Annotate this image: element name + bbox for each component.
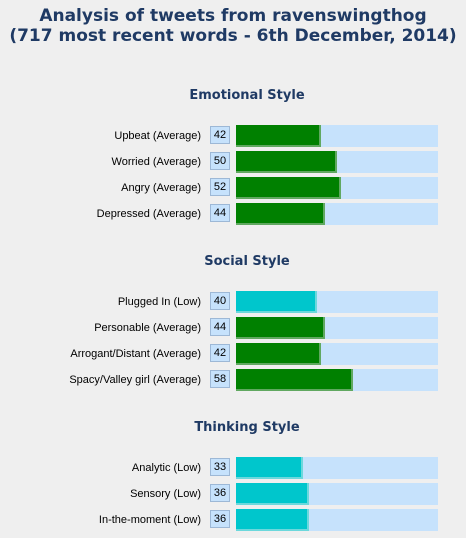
trait-bar-track (236, 343, 438, 365)
section-heading-social: Social Style (204, 254, 290, 269)
trait-score: 58 (210, 370, 230, 388)
trait-bar-fill (236, 509, 309, 531)
trait-bar-fill (236, 343, 321, 365)
trait-row-plugged-in: Plugged In (Low) 40 (0, 291, 466, 313)
trait-bar-track (236, 203, 438, 225)
trait-score: 40 (210, 292, 230, 310)
trait-score: 52 (210, 178, 230, 196)
trait-label: Spacy/Valley girl (Average) (69, 374, 201, 386)
section-heading-emotional: Emotional Style (189, 88, 305, 103)
trait-bar-fill (236, 291, 317, 313)
trait-bar-fill (236, 203, 325, 225)
trait-row-in-the-moment: In-the-moment (Low) 36 (0, 509, 466, 531)
trait-bar-track (236, 483, 438, 505)
trait-label: Depressed (Average) (96, 208, 201, 220)
trait-label: Angry (Average) (121, 182, 201, 194)
section-heading-thinking: Thinking Style (194, 420, 300, 435)
trait-score: 42 (210, 344, 230, 362)
trait-bar-track (236, 509, 438, 531)
trait-bar-track (236, 317, 438, 339)
trait-row-depressed: Depressed (Average) 44 (0, 203, 466, 225)
trait-row-angry: Angry (Average) 52 (0, 177, 466, 199)
trait-score: 44 (210, 204, 230, 222)
trait-row-personable: Personable (Average) 44 (0, 317, 466, 339)
trait-label: In-the-moment (Low) (98, 514, 201, 526)
trait-bar-track (236, 457, 438, 479)
trait-label: Plugged In (Low) (117, 296, 201, 308)
trait-score: 44 (210, 318, 230, 336)
trait-score: 50 (210, 152, 230, 170)
trait-label: Analytic (Low) (131, 462, 201, 474)
trait-bar-fill (236, 317, 325, 339)
page-title: Analysis of tweets from ravenswingthog (39, 6, 427, 26)
trait-bar-track (236, 151, 438, 173)
trait-score: 33 (210, 458, 230, 476)
trait-score: 42 (210, 126, 230, 144)
trait-row-arrogant-distant: Arrogant/Distant (Average) 42 (0, 343, 466, 365)
trait-bar-fill (236, 125, 321, 147)
page-subtitle: (717 most recent words - 6th December, 2… (9, 26, 457, 46)
trait-bar-fill (236, 177, 342, 199)
trait-label: Worried (Average) (111, 156, 201, 168)
trait-bar-track (236, 291, 438, 313)
trait-row-spacy-valley-girl: Spacy/Valley girl (Average) 58 (0, 369, 466, 391)
trait-row-upbeat: Upbeat (Average) 42 (0, 125, 466, 147)
trait-bar-track (236, 369, 438, 391)
trait-label: Sensory (Low) (130, 488, 201, 500)
trait-bar-fill (236, 369, 354, 391)
trait-score: 36 (210, 484, 230, 502)
trait-bar-fill (236, 151, 337, 173)
trait-row-worried: Worried (Average) 50 (0, 151, 466, 173)
trait-label: Personable (Average) (94, 322, 201, 334)
trait-bar-track (236, 177, 438, 199)
trait-label: Upbeat (Average) (114, 130, 201, 142)
trait-score: 36 (210, 510, 230, 528)
trait-bar-fill (236, 483, 309, 505)
trait-bar-track (236, 125, 438, 147)
trait-row-analytic: Analytic (Low) 33 (0, 457, 466, 479)
trait-row-sensory: Sensory (Low) 36 (0, 483, 466, 505)
trait-bar-fill (236, 457, 303, 479)
trait-label: Arrogant/Distant (Average) (70, 348, 201, 360)
